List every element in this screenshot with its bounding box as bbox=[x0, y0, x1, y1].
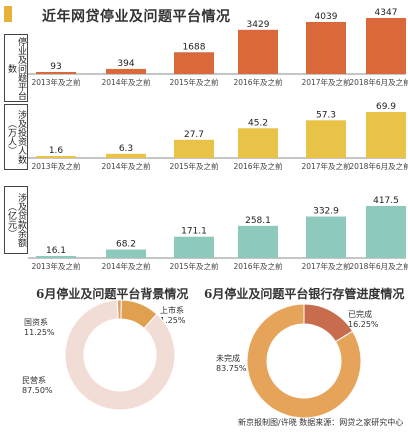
chart2-value-label: 27.7 bbox=[184, 130, 204, 140]
title-accent-mark bbox=[4, 6, 12, 22]
donut2-slice-value: 16.25% bbox=[348, 320, 379, 329]
chart1-tick-label: 2017年及之前 bbox=[301, 77, 351, 87]
chart2-value-label: 6.3 bbox=[119, 144, 133, 154]
donut1-slice-label: 国资系 bbox=[24, 317, 48, 327]
chart1-bar bbox=[238, 29, 278, 74]
chart3-tick-label: 2013年及之前 bbox=[31, 261, 81, 271]
chart1-ylabel: 停业及问题平台数 bbox=[4, 34, 28, 102]
chart3-bar bbox=[36, 255, 76, 258]
chart2-bar bbox=[106, 153, 146, 158]
donut2-slice-label: 未完成 bbox=[216, 353, 240, 363]
chart2-bar bbox=[36, 156, 76, 158]
chart2-bar bbox=[366, 112, 406, 158]
chart3-bar bbox=[366, 206, 406, 258]
chart3-bar bbox=[106, 249, 146, 258]
chart1-bar bbox=[174, 52, 214, 74]
chart2-tick-label: 2015年及之前 bbox=[169, 161, 219, 171]
chart3-value-label: 68.2 bbox=[116, 240, 136, 250]
chart2-value-label: 45.2 bbox=[248, 118, 268, 128]
donut2-slice-value: 83.75% bbox=[216, 364, 247, 373]
chart2-value-label: 69.9 bbox=[376, 102, 396, 112]
chart3-value-label: 332.9 bbox=[313, 207, 339, 217]
chart3-bar bbox=[306, 216, 346, 258]
chart1-tick-label: 2016年及之前 bbox=[233, 77, 283, 87]
chart2-value-label: 1.6 bbox=[49, 146, 64, 156]
donut1-slice-label: 民营系 bbox=[22, 375, 46, 385]
donut1-slice-value: 1.25% bbox=[160, 316, 186, 325]
chart1-value-label: 3429 bbox=[247, 20, 270, 30]
chart2-tick-label: 2016年及之前 bbox=[233, 161, 283, 171]
donut2-title: 6月停业及问题平台银行存管进度情况 bbox=[204, 287, 405, 301]
donut1-slice-value: 87.50% bbox=[22, 386, 53, 395]
chart1-value-label: 1688 bbox=[183, 42, 206, 52]
chart3-bar bbox=[238, 225, 278, 258]
chart2-bar bbox=[238, 128, 278, 158]
chart2-tick-label: 2018年6月及之前 bbox=[349, 161, 408, 171]
chart2-tick-label: 2014年及之前 bbox=[101, 161, 151, 171]
chart3-tick-label: 2016年及之前 bbox=[233, 261, 283, 271]
chart1-bar bbox=[36, 72, 76, 74]
chart3-tick-label: 2018年6月及之前 bbox=[349, 261, 408, 271]
chart1-bar bbox=[106, 68, 146, 74]
source-note: 新京报制图/许晓 数据来源：网贷之家研究中心 bbox=[238, 418, 404, 427]
chart3-value-label: 16.1 bbox=[46, 246, 66, 256]
chart1-tick-label: 2015年及之前 bbox=[169, 77, 219, 87]
chart1-tick-label: 2018年6月及之前 bbox=[349, 77, 408, 87]
chart1-bar bbox=[366, 18, 406, 74]
donut2-slice-label: 已完成 bbox=[348, 309, 372, 319]
chart3-tick-label: 2017年及之前 bbox=[301, 261, 351, 271]
chart3-value-label: 171.1 bbox=[181, 227, 207, 237]
chart1-value-label: 4039 bbox=[315, 12, 338, 22]
chart-title-area: 近年网贷停业及问题平台情况 bbox=[4, 4, 404, 25]
chart1-value-label: 394 bbox=[117, 59, 134, 69]
donut1-slice-value: 11.25% bbox=[24, 328, 55, 337]
chart3-value-label: 417.5 bbox=[373, 196, 399, 206]
chart2-ylabel: 涉及投资人数（万人） bbox=[4, 104, 28, 170]
chart2-value-label: 57.3 bbox=[316, 110, 336, 120]
chart2-tick-label: 2017年及之前 bbox=[301, 161, 351, 171]
chart3-value-label: 258.1 bbox=[245, 216, 271, 226]
chart1-value-label: 4347 bbox=[375, 8, 398, 18]
donut1-slice-label: 上市系 bbox=[160, 305, 184, 315]
chart2-tick-label: 2013年及之前 bbox=[31, 161, 81, 171]
chart3-ylabel: 涉及贷款余额（亿元） bbox=[4, 186, 28, 254]
chart1-tick-label: 2014年及之前 bbox=[101, 77, 151, 87]
chart3-bar bbox=[174, 236, 214, 258]
chart3-tick-label: 2014年及之前 bbox=[101, 261, 151, 271]
chart-title: 近年网贷停业及问题平台情况 bbox=[42, 9, 231, 25]
chart2-bar bbox=[306, 120, 346, 158]
donut1-title: 6月停业及问题平台背景情况 bbox=[36, 287, 189, 301]
donut2-slice bbox=[246, 303, 362, 419]
donut1-slice bbox=[64, 299, 176, 411]
chart1-value-label: 93 bbox=[50, 62, 61, 72]
chart2-bar bbox=[174, 139, 214, 158]
chart1-bar bbox=[306, 21, 346, 74]
chart1-tick-label: 2013年及之前 bbox=[31, 77, 81, 87]
chart3-tick-label: 2015年及之前 bbox=[169, 261, 219, 271]
